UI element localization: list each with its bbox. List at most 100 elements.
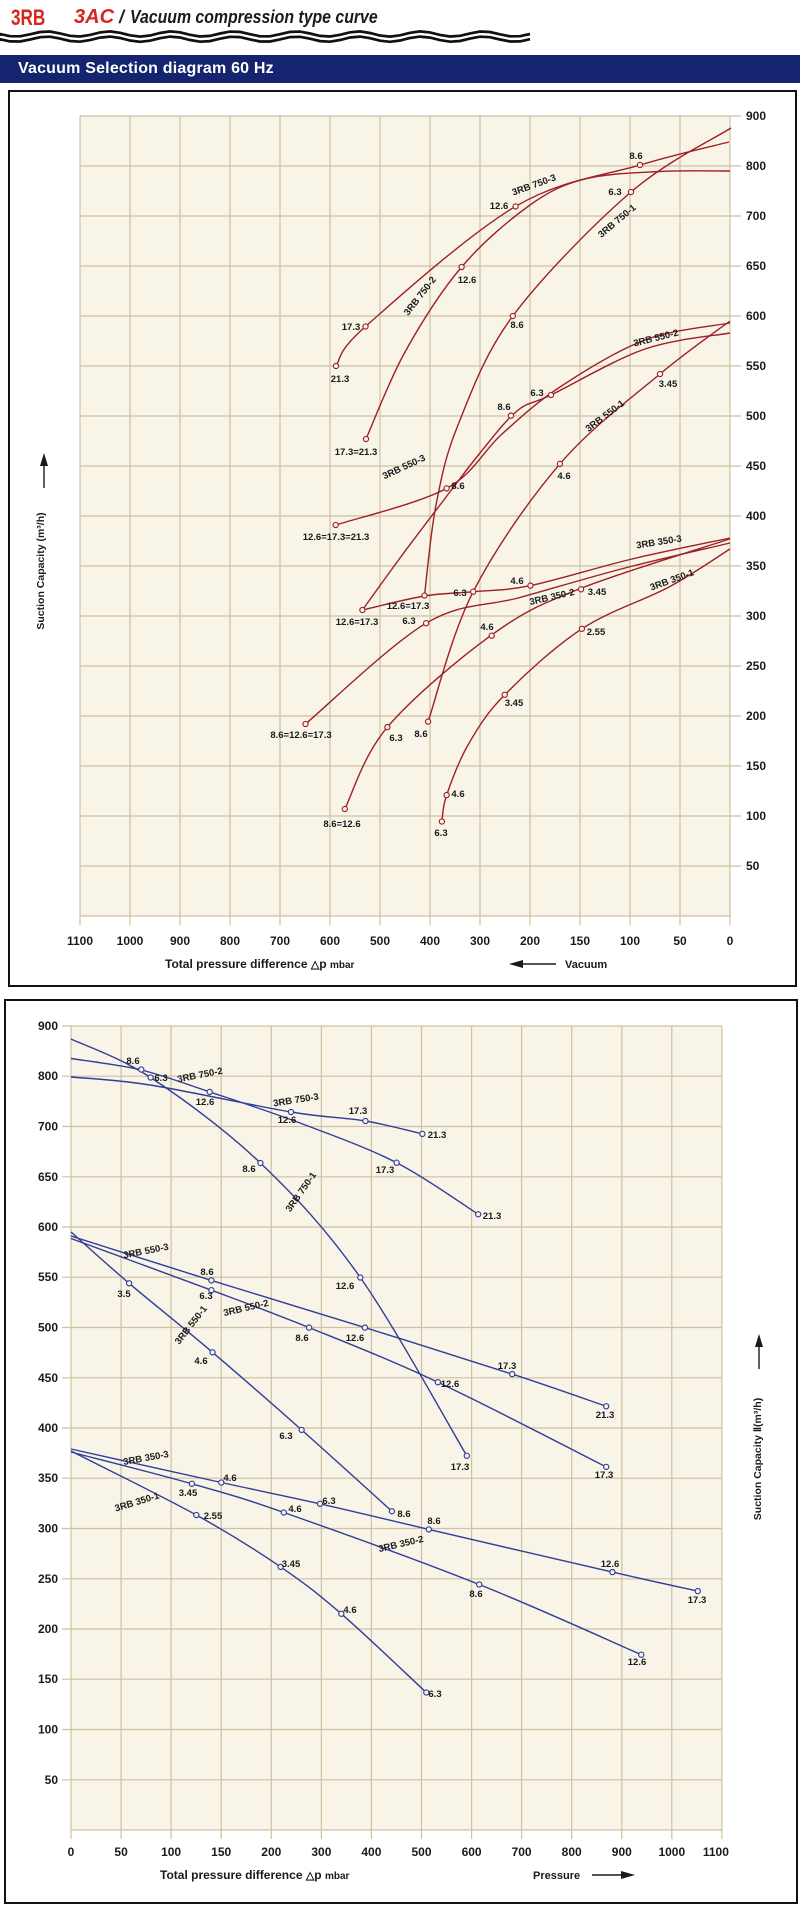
svg-text:4.6: 4.6: [480, 622, 493, 633]
svg-text:250: 250: [746, 659, 766, 673]
svg-text:Pressure: Pressure: [533, 1870, 580, 1882]
svg-text:700: 700: [512, 1845, 532, 1859]
svg-text:400: 400: [746, 509, 766, 523]
svg-text:250: 250: [38, 1572, 58, 1586]
svg-text:4.6: 4.6: [557, 471, 570, 482]
svg-text:17.3: 17.3: [342, 322, 361, 333]
svg-text:3.45: 3.45: [179, 1488, 198, 1499]
svg-text:Suction Capacity (m³/h): Suction Capacity (m³/h): [35, 512, 47, 629]
svg-text:800: 800: [220, 934, 240, 948]
svg-text:17.3: 17.3: [376, 1165, 395, 1176]
svg-text:8.6: 8.6: [200, 1267, 213, 1278]
svg-text:4.6: 4.6: [223, 1473, 236, 1484]
svg-text:12.6: 12.6: [601, 1559, 620, 1570]
svg-text:17.3=21.3: 17.3=21.3: [335, 447, 378, 458]
svg-text:2.55: 2.55: [204, 1511, 223, 1522]
svg-text:6.3: 6.3: [434, 828, 447, 839]
svg-text:8.6: 8.6: [510, 320, 523, 331]
svg-text:150: 150: [38, 1672, 58, 1686]
svg-text:600: 600: [38, 1220, 58, 1234]
svg-text:300: 300: [746, 609, 766, 623]
svg-text:200: 200: [746, 709, 766, 723]
svg-text:21.3: 21.3: [596, 1410, 615, 1421]
svg-text:450: 450: [746, 459, 766, 473]
svg-text:6.3: 6.3: [402, 616, 415, 627]
svg-text:12.6: 12.6: [278, 1115, 297, 1126]
svg-text:700: 700: [746, 209, 766, 223]
svg-text:4.6: 4.6: [194, 1356, 207, 1367]
svg-text:50: 50: [45, 1773, 59, 1787]
svg-text:17.3: 17.3: [451, 1462, 470, 1473]
svg-text:12.6=17.3: 12.6=17.3: [387, 601, 430, 612]
svg-text:550: 550: [38, 1270, 58, 1284]
svg-text:0: 0: [68, 1845, 75, 1859]
svg-text:200: 200: [38, 1622, 58, 1636]
svg-text:50: 50: [114, 1845, 128, 1859]
svg-text:700: 700: [38, 1120, 58, 1134]
svg-text:600: 600: [746, 309, 766, 323]
svg-text:400: 400: [361, 1845, 381, 1859]
svg-text:150: 150: [211, 1845, 231, 1859]
svg-text:8.6: 8.6: [295, 1333, 308, 1344]
svg-text:8.6=12.6=17.3: 8.6=12.6=17.3: [270, 730, 331, 741]
svg-text:6.3: 6.3: [608, 187, 621, 198]
svg-text:12.6: 12.6: [441, 1379, 460, 1390]
svg-text:1100: 1100: [67, 934, 93, 948]
svg-text:600: 600: [462, 1845, 482, 1859]
svg-text:Vacuum: Vacuum: [565, 959, 607, 971]
svg-text:4.6: 4.6: [510, 576, 523, 587]
svg-text:100: 100: [746, 809, 766, 823]
svg-text:8.6: 8.6: [427, 1516, 440, 1527]
svg-text:3.45: 3.45: [505, 698, 524, 709]
svg-text:400: 400: [38, 1421, 58, 1435]
svg-text:700: 700: [270, 934, 290, 948]
svg-text:4.6: 4.6: [288, 1504, 301, 1515]
svg-text:1000: 1000: [117, 934, 144, 948]
svg-text:3.45: 3.45: [588, 587, 607, 598]
svg-text:8.6: 8.6: [451, 481, 464, 492]
svg-text:4.6: 4.6: [343, 1605, 356, 1616]
svg-text:6.3: 6.3: [453, 588, 466, 599]
svg-text:6.3: 6.3: [428, 1689, 441, 1700]
svg-text:300: 300: [38, 1522, 58, 1536]
svg-text:650: 650: [746, 259, 766, 273]
svg-text:21.3: 21.3: [331, 374, 350, 385]
svg-text:8.6: 8.6: [414, 729, 427, 740]
svg-text:650: 650: [38, 1170, 58, 1184]
svg-text:100: 100: [620, 934, 640, 948]
svg-text:300: 300: [470, 934, 490, 948]
svg-text:500: 500: [38, 1321, 58, 1335]
svg-text:12.6: 12.6: [196, 1097, 215, 1108]
svg-text:100: 100: [161, 1845, 181, 1859]
svg-text:8.6: 8.6: [397, 1509, 410, 1520]
svg-text:150: 150: [570, 934, 590, 948]
svg-text:3.45: 3.45: [659, 379, 678, 390]
svg-text:50: 50: [746, 859, 760, 873]
svg-text:800: 800: [746, 159, 766, 173]
svg-text:3.5: 3.5: [117, 1289, 131, 1300]
svg-text:6.3: 6.3: [154, 1073, 167, 1084]
svg-text:8.6: 8.6: [469, 1589, 482, 1600]
svg-text:12.6: 12.6: [490, 201, 509, 212]
svg-text:300: 300: [311, 1845, 331, 1859]
svg-text:Total pressure difference △p: Total pressure difference △p mbar: [160, 1868, 350, 1882]
svg-text:500: 500: [370, 934, 390, 948]
svg-text:150: 150: [746, 759, 766, 773]
svg-text:12.6: 12.6: [346, 1333, 365, 1344]
svg-text:50: 50: [673, 934, 687, 948]
svg-text:12.6: 12.6: [628, 1657, 647, 1668]
svg-text:500: 500: [746, 409, 766, 423]
svg-text:6.3: 6.3: [199, 1291, 212, 1302]
svg-text:17.3: 17.3: [688, 1595, 707, 1606]
svg-text:12.6=17.3=21.3: 12.6=17.3=21.3: [303, 532, 370, 543]
svg-text:350: 350: [38, 1471, 58, 1485]
svg-text:4.6: 4.6: [451, 789, 464, 800]
svg-text:Total pressure difference △p: Total pressure difference △p mbar: [165, 957, 355, 971]
svg-text:900: 900: [746, 109, 766, 123]
svg-text:500: 500: [411, 1845, 431, 1859]
svg-text:1000: 1000: [658, 1845, 685, 1859]
svg-text:3.45: 3.45: [282, 1559, 301, 1570]
svg-text:1100: 1100: [703, 1845, 729, 1859]
svg-text:400: 400: [420, 934, 440, 948]
svg-text:17.3: 17.3: [349, 1106, 368, 1117]
